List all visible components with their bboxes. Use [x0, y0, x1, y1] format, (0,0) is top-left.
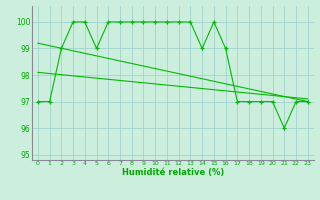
X-axis label: Humidité relative (%): Humidité relative (%): [122, 168, 224, 177]
